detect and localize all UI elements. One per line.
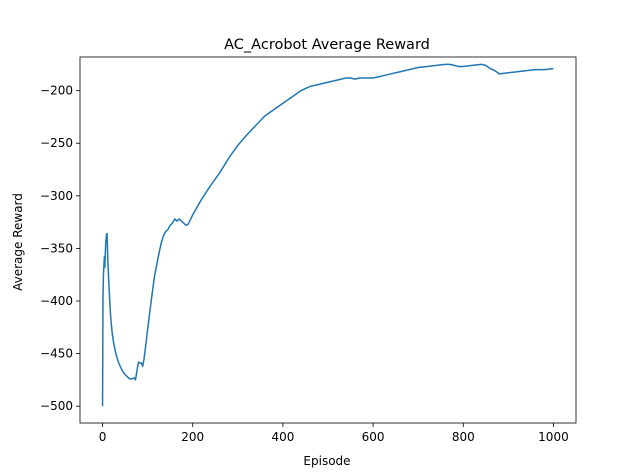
plot-area: 0 200 400 600 800 1000 −500 −450 −400 −350 −300 −25… [40, 56, 577, 444]
y-tick-label: −250 [40, 136, 73, 150]
chart-title: AC_Acrobot Average Reward [224, 37, 430, 53]
y-tick-label: −450 [40, 347, 73, 361]
plot-frame [79, 56, 577, 424]
x-tick-label: 400 [271, 430, 294, 444]
x-tick-label: 0 [99, 430, 107, 444]
y-tick-label: −200 [40, 84, 73, 98]
x-tick-label: 1000 [538, 430, 569, 444]
x-tick-label: 200 [181, 430, 204, 444]
y-axis-label: Average Reward [11, 193, 25, 291]
x-tick-label: 800 [452, 430, 475, 444]
y-tick-label: −300 [40, 189, 73, 203]
y-tick-label: −500 [40, 399, 73, 413]
y-tick-label: −400 [40, 294, 73, 308]
y-tick-label: −350 [40, 241, 73, 255]
x-axis-label: Episode [303, 454, 350, 468]
x-tick-label: 600 [362, 430, 385, 444]
series-line-0 [101, 63, 554, 407]
